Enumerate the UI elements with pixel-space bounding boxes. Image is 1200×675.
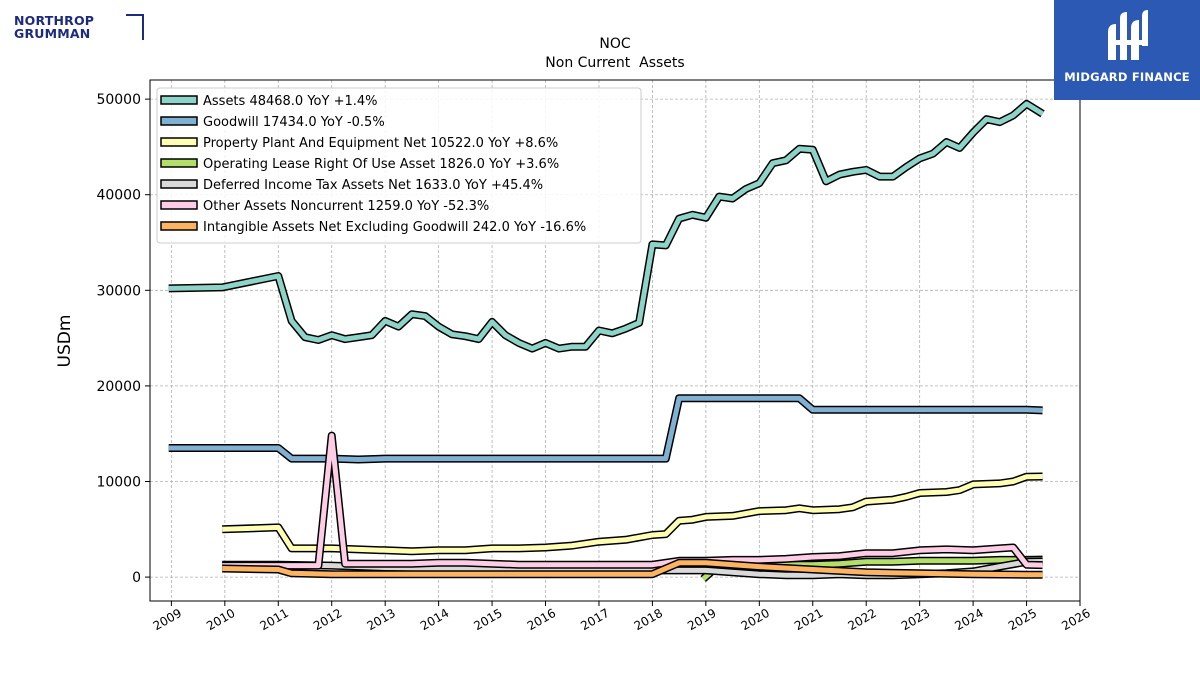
series-line-other-assets-noncurrent: [222, 433, 1043, 569]
midgard-logo-icon: [1108, 10, 1148, 60]
series-line-goodwill: [168, 395, 1043, 462]
legend-swatch: [160, 200, 198, 210]
x-tick-label: 2021: [792, 606, 825, 633]
x-tick-label: 2009: [151, 606, 184, 633]
legend-label: Intangible Assets Net Excluding Goodwill…: [203, 220, 586, 235]
x-tick-label: 2023: [899, 606, 932, 633]
y-tick-label: 30000: [96, 283, 141, 299]
x-tick-label: 2015: [471, 606, 504, 633]
legend-swatch: [160, 95, 198, 105]
midgard-logo-text: MIDGARD FINANCE: [1064, 70, 1190, 84]
x-tick-label: 2016: [525, 606, 558, 633]
midgard-finance-logo: MIDGARD FINANCE: [1054, 0, 1200, 100]
y-tick-label: 0: [132, 570, 141, 586]
legend-box: [156, 87, 642, 244]
legend-label: Goodwill 17434.0 YoY -0.5%: [203, 115, 385, 130]
legend-label: Operating Lease Right Of Use Asset 1826.…: [203, 157, 559, 172]
legend-label: Property Plant And Equipment Net 10522.0…: [203, 136, 558, 151]
legend-swatch: [160, 221, 198, 231]
y-axis-label: USDm: [55, 315, 75, 368]
plot-frame: [149, 79, 1081, 602]
x-tick-label: 2026: [1059, 606, 1092, 633]
legend-swatch: [160, 179, 198, 189]
x-tick-label: 2017: [578, 606, 611, 633]
y-tick-label: 40000: [96, 188, 141, 204]
chart-title: NOC: [599, 36, 630, 52]
legend-label: Other Assets Noncurrent 1259.0 YoY -52.3…: [203, 199, 489, 214]
legend-swatch: [160, 116, 198, 126]
y-tick-label: 20000: [96, 379, 141, 395]
x-tick-label: 2019: [685, 606, 718, 633]
x-tick-label: 2010: [204, 606, 237, 633]
series-line-property-plant-and-equipment-net: [222, 474, 1043, 554]
x-tick-label: 2018: [632, 606, 665, 633]
logo-bracket-mark: [126, 14, 144, 40]
x-tick-label: 2012: [311, 606, 344, 633]
legend-swatch: [160, 158, 198, 168]
x-tick-label: 2024: [952, 606, 985, 633]
x-tick-label: 2014: [418, 606, 451, 633]
x-tick-label: 2025: [1006, 606, 1039, 633]
chart-subtitle: Non Current Assets: [545, 55, 684, 71]
series-layer: [168, 99, 1045, 582]
legend-swatch: [160, 137, 198, 147]
series-line-assets: [168, 101, 1044, 352]
x-tick-label: 2013: [364, 606, 397, 633]
series-line-intangible-assets-net-excluding-goodwill: [222, 560, 1043, 578]
legend-label: Assets 48468.0 YoY +1.4%: [203, 94, 378, 109]
logo-line-1: NORTHROP: [14, 13, 95, 28]
x-tick-label: 2011: [258, 606, 291, 633]
y-tick-label: 10000: [96, 475, 141, 491]
legend: Assets 48468.0 YoY +1.4% Goodwill 17434.0…: [156, 87, 642, 244]
x-tick-label: 2022: [845, 606, 878, 633]
northrop-grumman-logo: NORTHROP GRUMMAN: [14, 13, 144, 44]
legend-label: Deferred Income Tax Assets Net 1633.0 Yo…: [203, 178, 543, 193]
y-tick-label: 50000: [96, 92, 141, 108]
logo-line-2: GRUMMAN: [14, 26, 91, 41]
x-tick-label: 2020: [739, 606, 772, 633]
